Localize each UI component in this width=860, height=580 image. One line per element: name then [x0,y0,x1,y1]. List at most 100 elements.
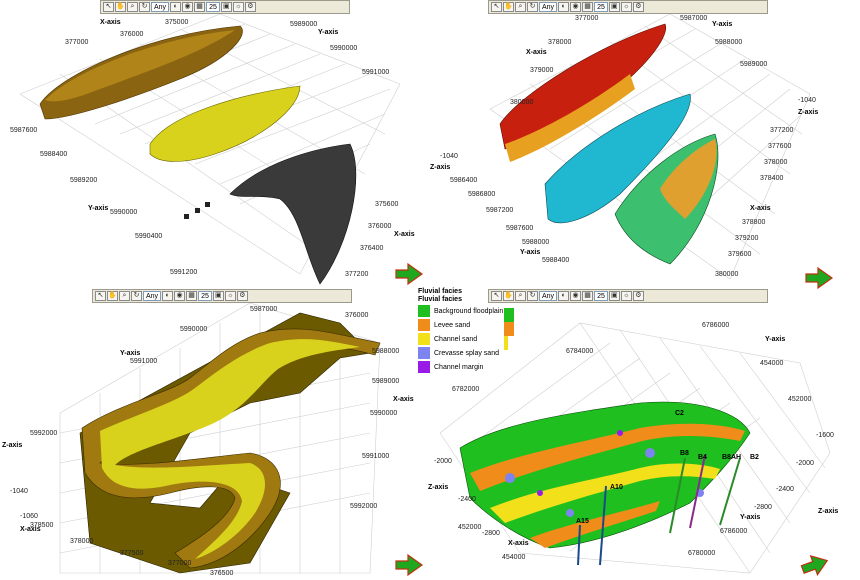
x-tick: 454000 [760,360,783,367]
y-axis-title: Y-axis [120,350,140,357]
size-field[interactable]: 25 [594,2,608,12]
filter-combo[interactable]: Any [539,291,558,301]
x-tick: 379000 [530,67,553,74]
view-icon[interactable]: ◐ [558,291,570,301]
z-tick: -2800 [482,530,500,537]
swatch [418,361,430,373]
rotate-icon[interactable]: ↻ [131,291,142,301]
legend-label: Channel margin [434,363,484,371]
select-icon[interactable]: ↖ [103,2,114,12]
y-tick: 5989200 [70,177,97,184]
rotate-icon[interactable]: ↻ [527,2,538,12]
filter-combo[interactable]: Any [539,2,558,12]
viewport-top-left[interactable]: X-axis Y-axis Y-axis X-axis 375000 37600… [0,14,428,288]
zoom-icon[interactable]: ⌕ [119,291,130,301]
y-tick: 5991000 [362,453,389,460]
navigation-arrow-icon[interactable] [804,266,834,290]
facies-crevasse-patch [505,473,515,483]
pan-icon[interactable]: ✋ [115,2,126,12]
select-icon[interactable]: ↖ [491,291,502,301]
eye-icon[interactable]: ◉ [182,2,194,12]
brown-geobody-top [45,30,235,102]
filter-combo[interactable]: Any [143,291,162,301]
x-tick: 378000 [548,39,571,46]
grid-icon[interactable]: ▦ [186,291,198,301]
z-axis-title: Z-axis [428,484,448,491]
view-icon[interactable]: ◐ [162,291,174,301]
eye-icon[interactable]: ◉ [570,291,582,301]
well-label: A15 [576,518,589,525]
facies-crevasse-patch [645,448,655,458]
y-tick: 5988400 [40,151,67,158]
y-tick: 5987600 [506,225,533,232]
camera-icon[interactable]: ▣ [608,2,620,12]
y-tick: 5987200 [486,207,513,214]
view-icon[interactable]: ◐ [170,2,182,12]
x-tick: 378000 [764,159,787,166]
rotate-icon[interactable]: ↻ [527,291,538,301]
z-axis-title: Z-axis [798,109,818,116]
light-icon[interactable]: ☼ [620,291,632,301]
filter-combo[interactable]: Any [151,2,170,12]
grid-icon[interactable]: ▦ [582,291,594,301]
size-field[interactable]: 25 [206,2,220,12]
swatch [418,333,430,345]
size-field[interactable]: 25 [198,291,212,301]
pan-icon[interactable]: ✋ [503,291,514,301]
y-tick: 6784000 [566,348,593,355]
x-axis-title: X-axis [20,526,41,533]
camera-icon[interactable]: ▣ [212,291,224,301]
settings-icon[interactable]: ⚙ [244,2,256,12]
legend-item-crevasse[interactable]: Crevasse splay sand [418,346,528,360]
navigation-arrow-icon[interactable] [394,262,424,286]
navigation-arrow-icon[interactable] [394,553,424,577]
camera-icon[interactable]: ▣ [608,291,620,301]
legend-item-margin[interactable]: Channel margin [418,360,528,374]
size-field[interactable]: 25 [594,291,608,301]
y-tick: 5989000 [372,378,399,385]
camera-icon[interactable]: ▣ [220,2,232,12]
view-icon[interactable]: ◐ [558,2,570,12]
viewer-toolbar-top-left: ↖ ✋ ⌕ ↻ Any ◐ ◉ ▦ 25 ▣ ☼ ⚙ [100,0,350,14]
navigation-arrow-icon[interactable] [800,553,830,577]
rotate-icon[interactable]: ↻ [139,2,150,12]
viewport-bottom-right[interactable]: Y-axis Z-axis Z-axis X-axis Y-axis 67860… [420,303,860,580]
settings-icon[interactable]: ⚙ [236,291,248,301]
x-tick: 454000 [502,554,525,561]
y-tick: 6786000 [720,528,747,535]
y-tick: 5991000 [362,69,389,76]
viewport-bottom-left[interactable]: Y-axis X-axis Z-axis X-axis 5987000 3760… [0,303,418,580]
viewport-top-right[interactable]: X-axis Y-axis Z-axis Z-axis Y-axis X-axi… [430,14,860,288]
zoom-icon[interactable]: ⌕ [127,2,138,12]
well-label: C2 [675,410,684,417]
settings-icon[interactable]: ⚙ [632,2,644,12]
x-tick: 380000 [510,99,533,106]
legend-item-levee[interactable]: Levee sand [418,318,528,332]
light-icon[interactable]: ☼ [224,291,236,301]
colorbar-segment [504,336,508,350]
cyan-geobody [544,93,691,224]
grid-icon[interactable]: ▦ [194,2,206,12]
z-tick: -2800 [754,504,772,511]
settings-icon[interactable]: ⚙ [632,291,644,301]
x-tick: 377000 [575,15,598,22]
orange-geobody-top [660,139,717,219]
eye-icon[interactable]: ◉ [174,291,186,301]
zoom-icon[interactable]: ⌕ [515,291,526,301]
legend-item-channel[interactable]: Channel sand [418,332,528,346]
legend-item-floodplain[interactable]: Background floodplain [418,304,528,318]
x-tick: 5987000 [250,306,277,313]
light-icon[interactable]: ☼ [620,2,632,12]
x-tick: 377600 [768,143,791,150]
select-icon[interactable]: ↖ [95,291,106,301]
pan-icon[interactable]: ✋ [107,291,118,301]
facies-margin-patch [537,490,543,496]
grid-icon[interactable]: ▦ [582,2,594,12]
swatch [418,347,430,359]
zoom-icon[interactable]: ⌕ [515,2,526,12]
light-icon[interactable]: ☼ [232,2,244,12]
select-icon[interactable]: ↖ [491,2,502,12]
pan-icon[interactable]: ✋ [503,2,514,12]
well-trajectory [719,457,741,526]
eye-icon[interactable]: ◉ [570,2,582,12]
